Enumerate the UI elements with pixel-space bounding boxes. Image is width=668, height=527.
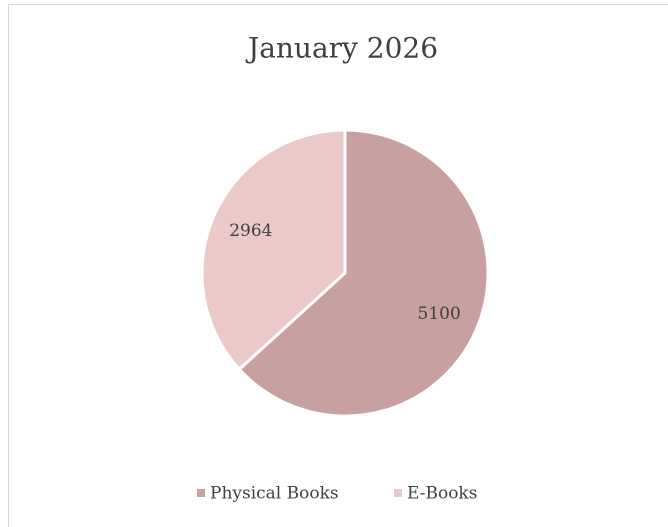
legend-swatch xyxy=(197,489,205,497)
legend-label: E-Books xyxy=(407,484,477,504)
data-label: 2964 xyxy=(229,221,272,241)
pie-slice xyxy=(200,128,347,372)
legend-swatch xyxy=(394,489,402,497)
legend-label: Physical Books xyxy=(210,484,339,504)
pie-slice xyxy=(237,128,490,418)
data-label: 5100 xyxy=(418,304,461,324)
chart-title: January 2026 xyxy=(245,32,438,65)
